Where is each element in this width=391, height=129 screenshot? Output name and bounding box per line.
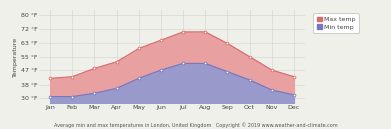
- Legend: Max temp, Min temp: Max temp, Min temp: [314, 13, 359, 33]
- Y-axis label: Temperature: Temperature: [13, 37, 18, 77]
- Text: Average min and max temperatures in London, United Kingdom   Copyright © 2019 ww: Average min and max temperatures in Lond…: [54, 122, 337, 128]
